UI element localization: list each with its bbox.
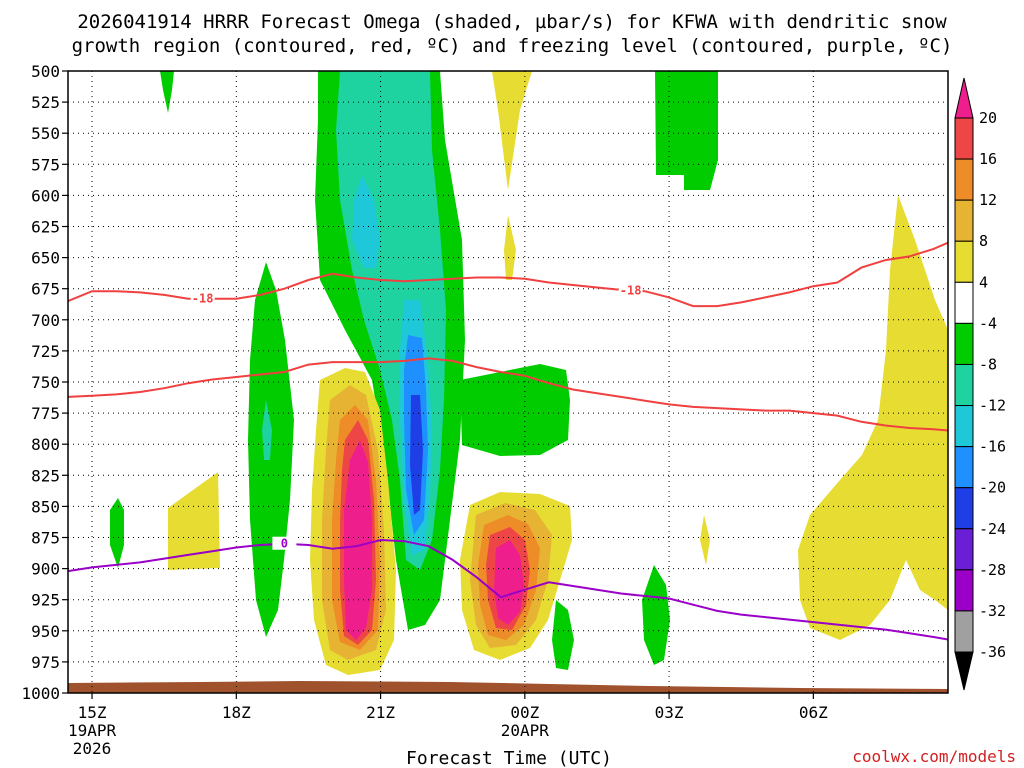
omega-region-yellow-top <box>492 71 532 190</box>
colorbar-legend: 20 16 12 8 4 -4 -8 -12 -16 -20 -24 -28 -32 -36 <box>954 77 1006 691</box>
plot-area: -18 -18 0 <box>67 70 949 694</box>
colorbar-tick-label: -24 <box>979 520 1006 538</box>
colorbar-over-arrow <box>954 77 974 119</box>
omega-region-yellow-right <box>798 195 948 640</box>
omega-region-magenta-mid <box>344 440 372 640</box>
omega-region-green-mid <box>460 364 570 456</box>
omega-region-green-upper-left <box>160 71 174 113</box>
terrain-strip <box>68 681 948 693</box>
y-tick-label: 825 <box>31 466 60 485</box>
x-tick-label: 00Z <box>510 703 539 722</box>
y-tick-label: 975 <box>31 653 60 672</box>
chart-title-line2: growth region (contoured, red, ºC) and f… <box>72 35 953 57</box>
y-tick-label: 675 <box>31 280 60 299</box>
y-tick-label: 850 <box>31 497 60 516</box>
y-tick-label: 875 <box>31 529 60 548</box>
colorbar-tick-label: -32 <box>979 602 1006 620</box>
omega-region-yellow-dot <box>700 515 710 565</box>
colorbar-tick-label: -36 <box>979 643 1006 661</box>
chart-title-line1: 2026041914 HRRR Forecast Omega (shaded, … <box>77 11 947 33</box>
freezing-level-contour <box>68 538 948 641</box>
colorbar-tick-label: 4 <box>979 273 988 291</box>
colorbar-bin <box>954 281 974 324</box>
colorbar-tick-label: -12 <box>979 397 1006 415</box>
y-tick-label: 725 <box>31 342 60 361</box>
colorbar-tick-label: 20 <box>979 109 997 127</box>
y-tick-label: 525 <box>31 93 60 112</box>
freezing-level-label: 0 <box>281 537 288 551</box>
omega-region-green-upper-right <box>655 71 718 190</box>
colorbar-bin <box>954 405 974 448</box>
omega-region-yellow-thin <box>504 215 516 280</box>
y-tick-label: 800 <box>31 435 60 454</box>
y-tick-label: 500 <box>31 62 60 81</box>
y-tick-label: 925 <box>31 591 60 610</box>
x-tick-date: 19APR <box>68 721 117 740</box>
dgz-top-label-left: -18 <box>192 292 214 306</box>
colorbar-bin <box>954 528 974 571</box>
colorbar-bin <box>954 199 974 242</box>
omega-region-teal-col18 <box>262 400 272 460</box>
omega-region-dblue <box>410 395 423 515</box>
x-tick-date: 20APR <box>501 721 550 740</box>
omega-region-green-col18 <box>248 262 294 637</box>
x-tick-label: 03Z <box>655 703 684 722</box>
dgz-top-label-right-bg <box>618 283 643 297</box>
freezing-level-label-bg <box>272 536 297 550</box>
colorbar-bin <box>954 322 974 365</box>
omega-region-green-night <box>642 565 670 665</box>
colorbar-tick-label: 16 <box>979 150 997 168</box>
y-tick-label: 775 <box>31 404 60 423</box>
colorbar-tick-label: -4 <box>979 314 997 332</box>
y-tick-label: 700 <box>31 311 60 330</box>
source-credit[interactable]: coolwx.com/models <box>852 747 1016 766</box>
x-tick-label: 15Z <box>78 703 107 722</box>
colorbar-bin <box>954 569 974 612</box>
colorbar-under-arrow <box>954 651 974 691</box>
x-tick-label: 18Z <box>222 703 251 722</box>
dgz-bottom-contour <box>68 357 948 432</box>
x-tick-year: 2026 <box>73 739 112 758</box>
y-tick-label: 650 <box>31 249 60 268</box>
dgz-top-contour <box>68 241 948 308</box>
colorbar-bin <box>954 610 974 653</box>
x-tick-label: 21Z <box>366 703 395 722</box>
y-axis: 500 525 550 575 600 625 650 675 700 725 750 775 800 8… <box>21 62 68 703</box>
colorbar-tick-label: -20 <box>979 479 1006 497</box>
colorbar-bin <box>954 240 974 283</box>
colorbar-tick-label: -8 <box>979 355 997 373</box>
colorbar-tick-label: 12 <box>979 191 997 209</box>
y-tick-label: 600 <box>31 186 60 205</box>
y-tick-label: 1000 <box>21 684 60 703</box>
omega-region-magenta-night <box>494 540 524 625</box>
colorbar-bin <box>954 158 974 201</box>
omega-region-green-small-left <box>110 498 124 568</box>
colorbar-bin <box>954 363 974 407</box>
omega-region-yellow-left <box>168 472 220 570</box>
colorbar-bin <box>954 446 974 489</box>
omega-region-green-low <box>552 600 574 670</box>
dgz-top-label-left-bg <box>190 291 215 305</box>
y-tick-label: 750 <box>31 373 60 392</box>
x-axis-label: Forecast Time (UTC) <box>406 748 612 768</box>
y-tick-label: 900 <box>31 560 60 579</box>
colorbar-tick-label: -16 <box>979 438 1006 456</box>
y-tick-label: 550 <box>31 124 60 143</box>
dgz-top-label-right: -18 <box>620 283 642 297</box>
x-tick-label: 06Z <box>799 703 828 722</box>
colorbar-bin <box>954 117 974 160</box>
colorbar-bin <box>954 487 974 530</box>
colorbar-tick-label: 8 <box>979 232 988 250</box>
colorbar-tick-label: -28 <box>979 561 1006 579</box>
y-tick-label: 625 <box>31 218 60 237</box>
y-tick-label: 575 <box>31 155 60 174</box>
omega-region-cyan-upper <box>352 175 380 268</box>
y-tick-label: 950 <box>31 622 60 641</box>
